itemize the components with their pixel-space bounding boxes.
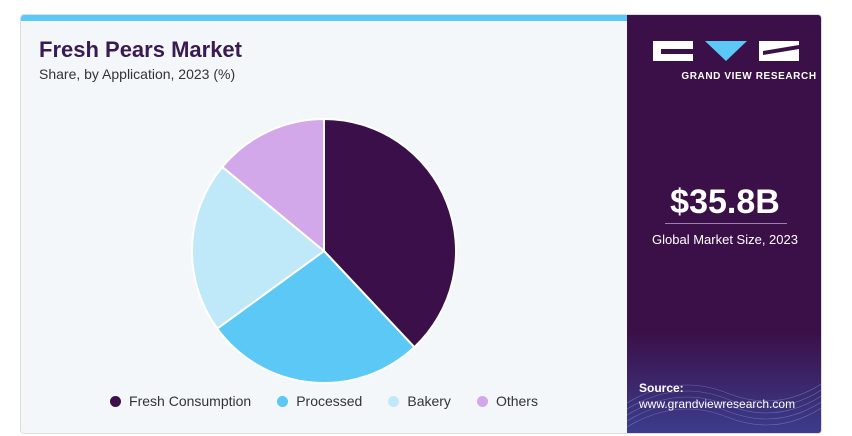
brand-logo-icon — [653, 41, 799, 61]
legend-swatch — [388, 395, 400, 407]
legend-label: Processed — [296, 393, 363, 409]
legend-label: Others — [495, 393, 538, 409]
pie-slice-fresh-consumption — [323, 117, 457, 349]
divider — [665, 223, 787, 224]
market-size-value: $35.8B — [670, 183, 780, 221]
legend-item: Fresh Consumption — [110, 393, 251, 409]
legend-swatch — [476, 395, 488, 407]
legend-swatch — [110, 395, 122, 407]
chart-legend: Fresh Consumption Processed Bakery Others — [21, 393, 627, 409]
legend-item: Processed — [277, 393, 362, 409]
brand-name: GRAND VIEW RESEARCH — [681, 71, 817, 82]
pie-slice-others — [220, 117, 325, 254]
legend-swatch — [277, 395, 289, 407]
legend-label: Fresh Consumption — [129, 393, 252, 409]
source-link[interactable]: www.grandviewresearch.com — [639, 397, 796, 411]
legend-label: Bakery — [407, 393, 451, 409]
chart-title: Fresh Pears Market — [39, 37, 242, 62]
source-label: Source: — [639, 381, 684, 395]
brand-logo: GRAND VIEW RESEARCH — [651, 39, 816, 82]
chart-subtitle: Share, by Application, 2023 (%) — [39, 66, 236, 82]
source-area: Source: www.grandviewresearch.com — [627, 333, 821, 433]
info-panel: GRAND VIEW RESEARCH $35.8B Global Market… — [627, 15, 821, 433]
legend-item: Bakery — [388, 393, 451, 409]
decorative-wave-icon — [627, 383, 821, 428]
legend-item: Others — [476, 393, 538, 409]
pie-chart — [191, 117, 457, 384]
pie-slice-bakery — [191, 165, 326, 330]
chart-panel: Fresh Pears Market Share, by Application… — [21, 15, 627, 433]
pie-slice-processed — [215, 249, 416, 384]
market-size-label: Global Market Size, 2023 — [652, 232, 798, 247]
accent-bar — [21, 15, 627, 21]
chart-card: Fresh Pears Market Share, by Application… — [20, 14, 822, 434]
